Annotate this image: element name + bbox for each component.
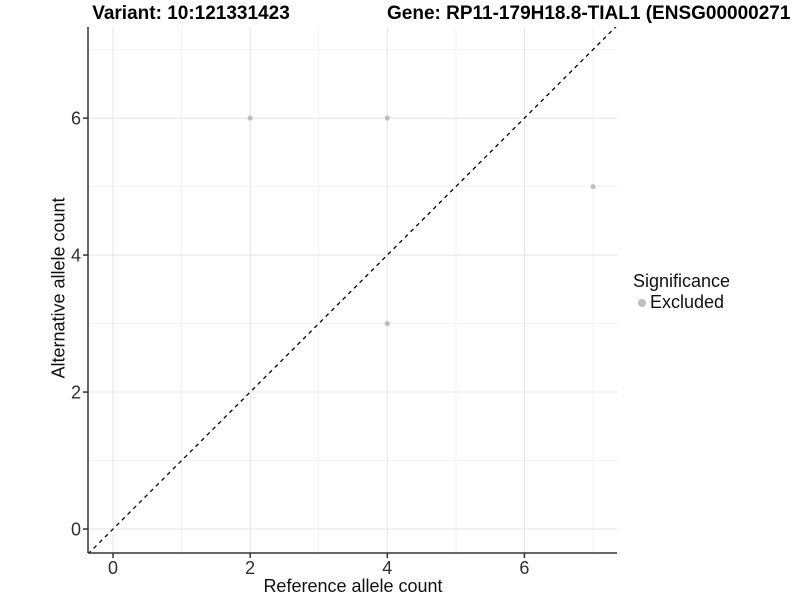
- data-point: [590, 183, 596, 190]
- data-point: [384, 320, 390, 327]
- data-point: [247, 115, 253, 121]
- y-tick-label: 6: [71, 109, 81, 129]
- data-point: [384, 115, 390, 121]
- gene-title: Gene: RP11-179H18.8-TIAL1 (ENSG00000271: [387, 3, 791, 24]
- y-axis-title: Alternative allele count: [48, 197, 69, 379]
- x-tick-label: 6: [519, 558, 529, 578]
- y-tick-label: 0: [71, 520, 81, 540]
- legend-key: [633, 298, 650, 307]
- legend: Significance Excluded: [633, 271, 730, 313]
- legend-item-label: Excluded: [650, 292, 725, 312]
- x-tick-label: 4: [382, 558, 392, 578]
- x-tick-label: 0: [108, 558, 118, 578]
- excluded-point-icon: [637, 298, 646, 307]
- y-tick-label: 4: [71, 246, 81, 266]
- x-tick-label: 2: [245, 558, 255, 578]
- x-axis-title: Reference allele count: [263, 576, 443, 596]
- y-tick-label: 2: [71, 383, 81, 403]
- variant-title: Variant: 10:121331423: [92, 3, 290, 24]
- legend-title: Significance: [633, 271, 731, 291]
- legend-item-excluded: Excluded: [633, 292, 730, 313]
- identity-dashed-line: [88, 27, 617, 553]
